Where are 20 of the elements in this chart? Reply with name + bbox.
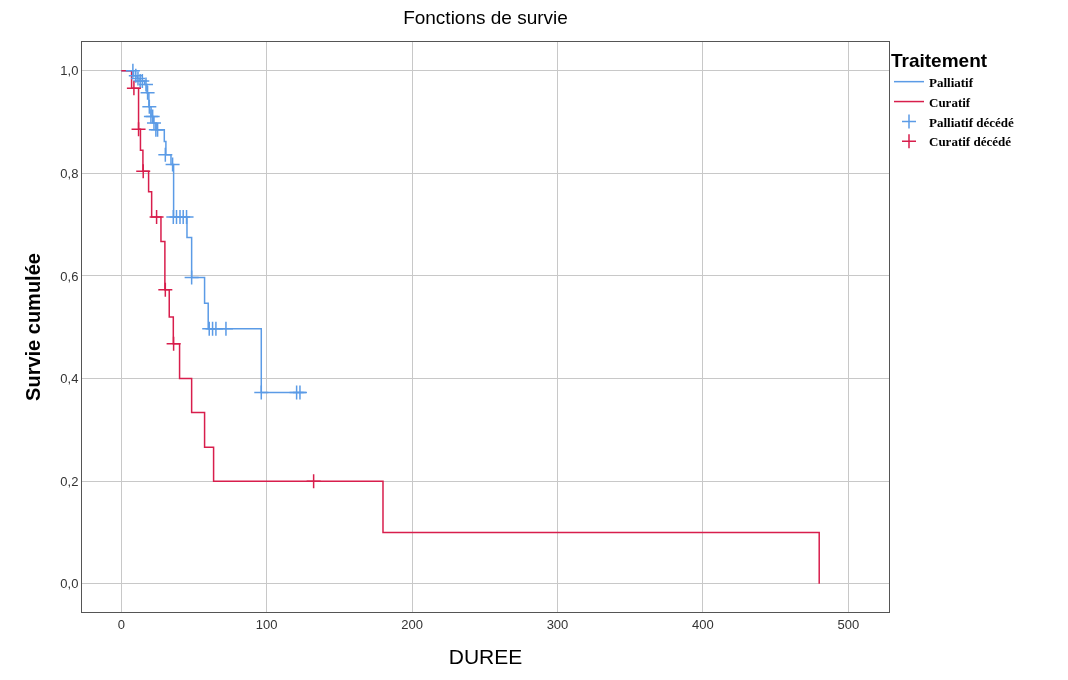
y-tick-label: 0,6	[60, 268, 79, 284]
y-tick-label: 0,0	[60, 576, 79, 592]
legend-label: Curatif décédé	[929, 134, 1012, 150]
legend-label: Curatif	[929, 94, 971, 110]
y-tick-label: 0,4	[60, 371, 79, 387]
y-axis-title: Survie cumulée	[21, 253, 44, 401]
x-tick-label: 200	[401, 616, 423, 632]
y-tick-label: 0,2	[60, 473, 79, 489]
legend-label: Palliatif	[929, 74, 974, 90]
chart-title: Fonctions de survie	[403, 6, 568, 28]
x-tick-label: 400	[692, 616, 714, 632]
y-tick-label: 0,8	[60, 165, 79, 181]
y-tick-label: 1,0	[60, 63, 79, 79]
x-tick-label: 0	[117, 616, 125, 632]
legend-label: Palliatif décédé	[929, 114, 1015, 130]
x-tick-label: 500	[837, 616, 860, 632]
legend-title: Traitement	[891, 49, 988, 71]
x-axis-title: DUREE	[448, 644, 523, 668]
x-tick-label: 100	[255, 616, 278, 632]
x-tick-label: 300	[546, 616, 569, 632]
